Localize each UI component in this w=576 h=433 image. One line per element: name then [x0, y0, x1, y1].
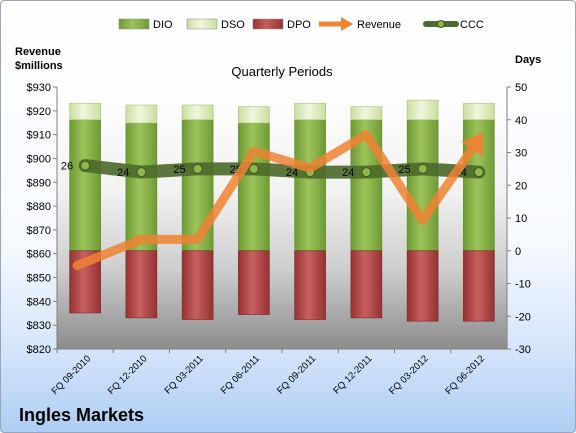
bar-dpo-7: [463, 250, 495, 322]
x-tick-label-2: FQ 03-2011: [163, 353, 206, 396]
x-tick-label-3: FQ 06-2011: [219, 353, 262, 396]
legend-swatch-revenue-arrow: [341, 17, 353, 31]
ccc-point-6: [417, 163, 428, 174]
left-tick-label-3: $850: [27, 273, 51, 285]
x-tick-label-6: FQ 03-2012: [387, 353, 431, 397]
bar-dso-6: [406, 99, 439, 121]
left-tick-label-6: $880: [27, 201, 51, 213]
ccc-point-7: [473, 167, 484, 178]
revenue-line: [72, 130, 484, 271]
bar-dso-5: [350, 106, 383, 121]
right-tick-label-1: -20: [515, 311, 531, 323]
right-tick-label-0: -30: [515, 344, 531, 356]
legend: DIO DSO DPO Revenue CCC: [118, 17, 484, 31]
bar-dso-3: [238, 106, 270, 124]
bar-dpo-5: [350, 250, 383, 319]
x-tick-label-0: FQ 09-2010: [50, 353, 94, 397]
bars: [69, 99, 495, 322]
bar-dpo-3: [238, 250, 270, 315]
company-name: Ingles Markets: [19, 405, 145, 425]
ccc-point-3: [248, 163, 259, 174]
right-tick-label-4: 10: [515, 213, 527, 225]
legend-label-dso: DSO: [221, 19, 245, 31]
right-axis-title: Days: [515, 54, 541, 66]
chart-title: Quarterly Periods: [231, 64, 333, 79]
bar-dio-6: [406, 119, 439, 252]
bar-dpo-6: [406, 250, 439, 322]
right-tick-label-8: 50: [515, 82, 527, 94]
bar-dso-0: [69, 103, 101, 121]
left-tick-label-10: $920: [27, 106, 51, 118]
left-axis-title-line2: $millions: [15, 60, 63, 72]
bar-dso-2: [181, 104, 214, 121]
bar-dio-3: [238, 122, 270, 252]
left-tick-label-11: $930: [27, 82, 51, 94]
plot-area: [57, 87, 507, 349]
right-tick-label-3: 0: [515, 246, 521, 258]
ccc-label-4: 24: [286, 167, 298, 179]
left-tick-label-0: $820: [27, 344, 51, 356]
left-tick-label-8: $900: [27, 153, 51, 165]
legend-label-ccc: CCC: [460, 19, 484, 31]
ccc-point-5: [361, 167, 372, 178]
x-tick-label-1: FQ 12-2010: [106, 353, 150, 397]
right-tick-label-7: 40: [515, 115, 527, 127]
right-tick-label-5: 20: [515, 180, 527, 192]
ccc-label-2: 25: [173, 164, 185, 176]
ccc-point-0: [80, 160, 91, 171]
right-tick-label-2: -10: [515, 279, 531, 291]
ccc-label-0: 26: [61, 161, 73, 173]
legend-swatch-ccc-dot: [437, 20, 445, 28]
ccc-line: [78, 159, 486, 179]
bar-dso-7: [463, 103, 495, 121]
legend-label-dio: DIO: [153, 19, 173, 31]
left-tick-label-5: $870: [27, 225, 51, 237]
bar-dpo-4: [294, 250, 326, 320]
legend-swatch-dpo: [252, 18, 284, 30]
legend-label-revenue: Revenue: [357, 19, 401, 31]
legend-swatch-dso: [186, 18, 218, 30]
bar-dso-1: [125, 104, 158, 124]
bar-dpo-2: [181, 250, 214, 320]
ccc-point-1: [136, 167, 147, 178]
x-tick-label-5: FQ 12-2011: [331, 353, 374, 396]
bar-dio-1: [125, 122, 158, 252]
x-tick-label-7: FQ 06-2012: [443, 353, 487, 397]
left-tick-label-2: $840: [27, 296, 51, 308]
revenue-arrowhead: [461, 132, 484, 157]
right-tick-label-6: 30: [515, 148, 527, 160]
legend-label-dpo: DPO: [287, 19, 311, 31]
bar-dpo-1: [125, 250, 158, 319]
left-tick-label-7: $890: [27, 177, 51, 189]
ccc-label-5: 24: [342, 167, 354, 179]
bar-dio-0: [69, 119, 101, 252]
left-tick-label-1: $830: [27, 320, 51, 332]
bar-dio-4: [294, 119, 326, 252]
x-tick-label-4: FQ 09-2011: [275, 353, 318, 396]
left-axis-title-line1: Revenue: [15, 46, 61, 58]
left-tick-label-9: $910: [27, 130, 51, 142]
ccc-label-1: 24: [117, 167, 129, 179]
ccc-label-6: 25: [398, 164, 410, 176]
legend-swatch-dio: [118, 18, 150, 30]
bar-dso-4: [294, 103, 326, 121]
left-tick-label-4: $860: [27, 249, 51, 261]
ccc-point-2: [192, 163, 203, 174]
